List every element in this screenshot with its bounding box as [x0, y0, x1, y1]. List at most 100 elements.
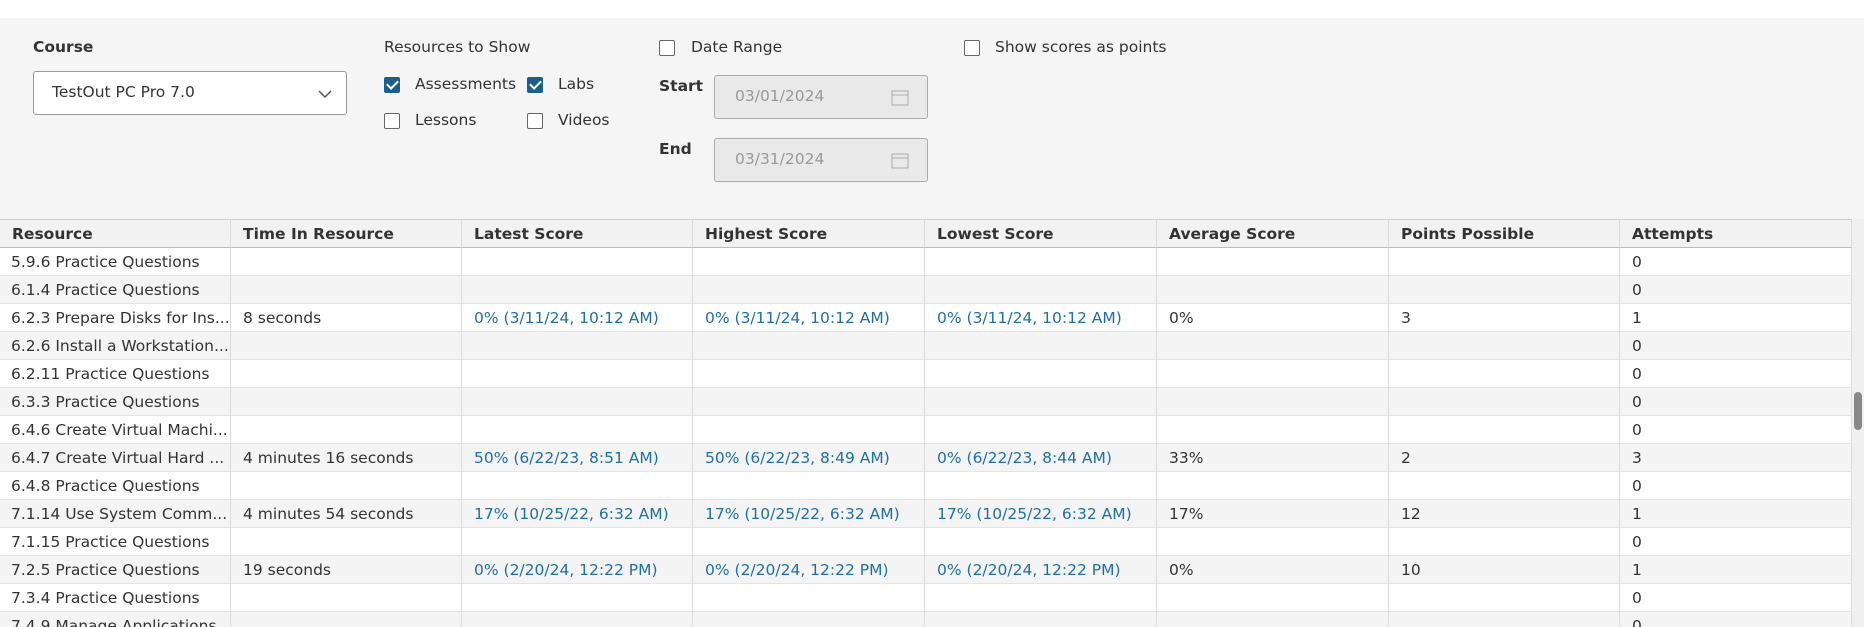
table-cell	[1157, 612, 1389, 627]
date-range-label: Date Range	[691, 38, 783, 56]
table-cell: 0%	[1157, 304, 1389, 332]
column-header[interactable]: Highest Score	[693, 219, 925, 248]
table-cell[interactable]: 17% (10/25/22, 6:32 AM)	[693, 500, 925, 528]
end-label: End	[659, 140, 692, 158]
course-value: TestOut PC Pro 7.0	[52, 83, 195, 101]
table-cell	[1389, 416, 1620, 444]
column-header[interactable]: Attempts	[1620, 219, 1852, 248]
table-cell	[1389, 612, 1620, 627]
end-value: 03/31/2024	[735, 150, 825, 168]
resource-checkbox[interactable]	[527, 77, 543, 93]
table-cell: 10	[1389, 556, 1620, 584]
table-cell	[231, 276, 462, 304]
resource-cell: 6.3.3 Practice Questions	[0, 388, 231, 416]
table-cell[interactable]: 0% (2/20/24, 12:22 PM)	[925, 556, 1157, 584]
table-cell[interactable]: 0% (3/11/24, 10:12 AM)	[925, 304, 1157, 332]
table-cell	[231, 332, 462, 360]
column-header[interactable]: Time In Resource	[231, 219, 462, 248]
column-header[interactable]: Points Possible	[1389, 219, 1620, 248]
start-label: Start	[659, 77, 704, 95]
table-cell: 1	[1620, 304, 1852, 332]
table-cell	[1389, 360, 1620, 388]
column-header[interactable]: Resource	[0, 219, 231, 248]
resource-cell: 7.3.4 Practice Questions	[0, 584, 231, 612]
filter-panel: Course TestOut PC Pro 7.0 Resources to S…	[0, 18, 1864, 219]
resource-cell: 6.4.8 Practice Questions	[0, 472, 231, 500]
table-cell: 8 seconds	[231, 304, 462, 332]
resource-checkbox[interactable]	[384, 113, 400, 129]
table-cell	[1157, 388, 1389, 416]
table-cell[interactable]: 0% (2/20/24, 12:22 PM)	[462, 556, 693, 584]
table-cell	[231, 416, 462, 444]
table-cell	[693, 472, 925, 500]
table-cell: 1	[1620, 556, 1852, 584]
table-cell[interactable]: 0% (2/20/24, 12:22 PM)	[693, 556, 925, 584]
column-header[interactable]: Lowest Score	[925, 219, 1157, 248]
table-cell	[462, 332, 693, 360]
table-cell: 4 minutes 16 seconds	[231, 444, 462, 472]
table-cell	[1157, 584, 1389, 612]
table-cell	[1157, 276, 1389, 304]
resource-cell: 7.1.15 Practice Questions	[0, 528, 231, 556]
table-cell	[1157, 332, 1389, 360]
calendar-icon	[891, 153, 909, 169]
course-select[interactable]: TestOut PC Pro 7.0	[33, 71, 347, 115]
table-cell	[925, 360, 1157, 388]
table-cell	[1389, 472, 1620, 500]
table-cell[interactable]: 0% (3/11/24, 10:12 AM)	[693, 304, 925, 332]
table-cell	[693, 360, 925, 388]
column-header[interactable]: Latest Score	[462, 219, 693, 248]
table-cell: 4 minutes 54 seconds	[231, 500, 462, 528]
table-cell: 0	[1620, 584, 1852, 612]
table-cell[interactable]: 17% (10/25/22, 6:32 AM)	[925, 500, 1157, 528]
table-cell	[462, 416, 693, 444]
resource-cell: 6.2.3 Prepare Disks for Ins...	[0, 304, 231, 332]
table-cell: 0	[1620, 332, 1852, 360]
scrollbar-thumb[interactable]	[1854, 392, 1862, 430]
show-points-checkbox[interactable]	[964, 40, 980, 56]
date-range-checkbox[interactable]	[659, 40, 675, 56]
scrollbar[interactable]	[1852, 219, 1864, 627]
table-cell[interactable]: 0% (3/11/24, 10:12 AM)	[462, 304, 693, 332]
resources-label: Resources to Show	[384, 38, 531, 56]
table-cell: 0	[1620, 416, 1852, 444]
table-cell: 1	[1620, 500, 1852, 528]
table-cell	[231, 528, 462, 556]
table-cell: 0	[1620, 388, 1852, 416]
table-cell	[925, 388, 1157, 416]
resource-cell: 5.9.6 Practice Questions	[0, 248, 231, 276]
table-cell	[693, 388, 925, 416]
resource-cell: 7.2.5 Practice Questions	[0, 556, 231, 584]
table-cell	[231, 584, 462, 612]
table-cell	[231, 612, 462, 627]
resource-option-label: Lessons	[415, 111, 477, 129]
table-cell	[1389, 528, 1620, 556]
table-cell	[462, 360, 693, 388]
table-cell	[693, 276, 925, 304]
course-label: Course	[33, 38, 94, 56]
resource-option-label: Labs	[558, 75, 595, 93]
table-cell: 0	[1620, 276, 1852, 304]
table-cell	[925, 528, 1157, 556]
table-cell: 0	[1620, 360, 1852, 388]
column-header[interactable]: Average Score	[1157, 219, 1389, 248]
table-cell	[462, 612, 693, 627]
table-cell	[693, 416, 925, 444]
table-cell	[925, 584, 1157, 612]
start-value: 03/01/2024	[735, 87, 825, 105]
dropdown-arrow	[318, 90, 332, 99]
resource-checkbox[interactable]	[384, 77, 400, 93]
table-cell: 0	[1620, 472, 1852, 500]
table-cell	[693, 528, 925, 556]
resource-checkbox[interactable]	[527, 113, 543, 129]
table-cell[interactable]: 0% (6/22/23, 8:44 AM)	[925, 444, 1157, 472]
table-cell[interactable]: 50% (6/22/23, 8:51 AM)	[462, 444, 693, 472]
table-cell[interactable]: 50% (6/22/23, 8:49 AM)	[693, 444, 925, 472]
table-cell: 2	[1389, 444, 1620, 472]
table-cell	[1389, 276, 1620, 304]
table-cell[interactable]: 17% (10/25/22, 6:32 AM)	[462, 500, 693, 528]
table-cell	[231, 248, 462, 276]
resource-cell: 7.4.9 Manage Applications	[0, 612, 231, 627]
table-cell	[693, 248, 925, 276]
